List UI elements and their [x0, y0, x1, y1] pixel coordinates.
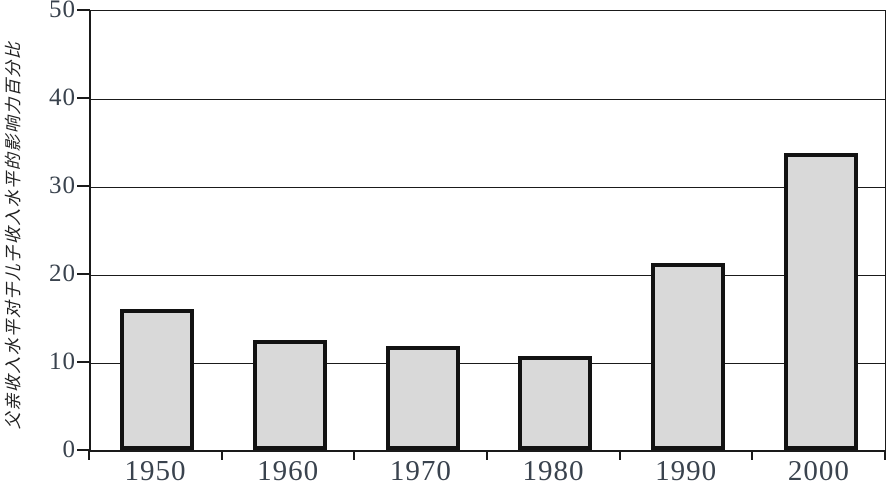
bar-1960: [253, 340, 327, 450]
bar-1980: [518, 356, 593, 450]
x-axis-tick: [618, 451, 621, 460]
x-tick-label-1970: 1970: [389, 455, 452, 487]
x-tick-label-1960: 1960: [257, 455, 320, 487]
x-axis-tick: [486, 451, 488, 460]
gridline-40: [91, 98, 885, 100]
x-axis-tick: [88, 451, 90, 460]
y-axis-tick: [77, 97, 90, 99]
x-tick-label-1990: 1990: [655, 455, 718, 487]
y-tick-label-0: 0: [62, 436, 76, 463]
plot-area: [89, 10, 886, 452]
y-tick-label-40: 40: [49, 84, 76, 111]
y-axis-tick: [77, 449, 90, 451]
y-axis-tick: [77, 9, 90, 11]
x-axis-tick: [751, 451, 754, 460]
bar-2000: [783, 153, 858, 450]
gridline-30: [91, 186, 885, 188]
y-axis-tick: [77, 185, 90, 187]
gridline-10: [91, 362, 885, 364]
bar-1990: [651, 263, 725, 450]
y-tick-label-30: 30: [49, 172, 76, 199]
bar-1970: [385, 346, 460, 450]
y-axis-tick: [77, 273, 90, 275]
y-tick-label-10: 10: [49, 348, 76, 375]
x-tick-label-1980: 1980: [522, 455, 585, 487]
x-axis-tick: [353, 451, 356, 460]
bar-1950: [120, 309, 195, 450]
x-tick-label-1950: 1950: [124, 455, 187, 487]
y-axis-tick: [77, 361, 90, 363]
gridline-20: [91, 274, 885, 276]
y-tick-label-50: 50: [49, 0, 76, 23]
x-axis-tick: [884, 451, 886, 460]
y-axis-title: 父亲收入水平对于儿子收入水平的影响力百分比: [4, 40, 23, 430]
x-tick-label-2000: 2000: [787, 455, 850, 487]
y-tick-label-20: 20: [49, 260, 76, 287]
x-axis-tick: [220, 451, 223, 460]
